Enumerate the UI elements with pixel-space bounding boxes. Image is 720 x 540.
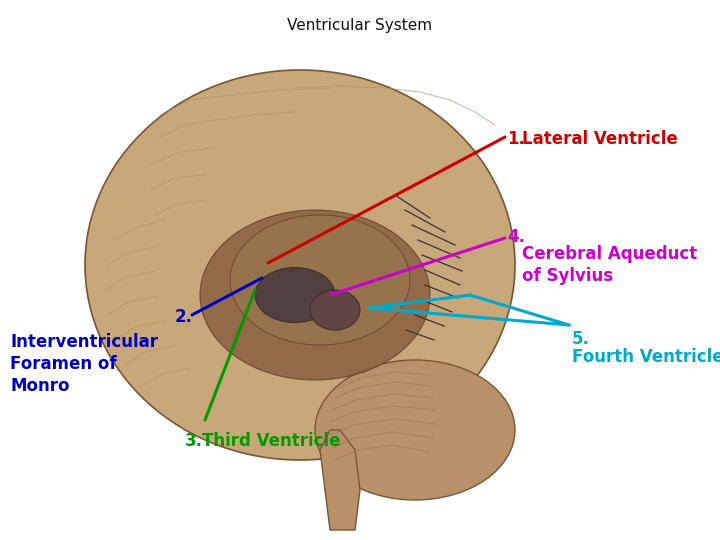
Ellipse shape: [315, 360, 515, 500]
Text: 1.: 1.: [507, 130, 525, 148]
Ellipse shape: [200, 210, 430, 380]
Text: Lateral Ventricle: Lateral Ventricle: [522, 130, 678, 148]
Text: Fourth Ventricle: Fourth Ventricle: [572, 348, 720, 366]
Ellipse shape: [230, 215, 410, 345]
Text: 4.: 4.: [507, 228, 525, 246]
Ellipse shape: [310, 290, 360, 330]
Polygon shape: [320, 430, 360, 530]
Ellipse shape: [255, 267, 335, 322]
Text: Ventricular System: Ventricular System: [287, 18, 433, 33]
Text: 3.: 3.: [185, 432, 203, 450]
Text: Interventricular
Foramen of
Monro: Interventricular Foramen of Monro: [10, 333, 158, 395]
Text: Cerebral Aqueduct
of Sylvius: Cerebral Aqueduct of Sylvius: [522, 245, 697, 285]
Ellipse shape: [85, 70, 515, 460]
Text: Third Ventricle: Third Ventricle: [202, 432, 341, 450]
Text: 5.: 5.: [572, 330, 590, 348]
Text: 2.: 2.: [175, 308, 193, 326]
